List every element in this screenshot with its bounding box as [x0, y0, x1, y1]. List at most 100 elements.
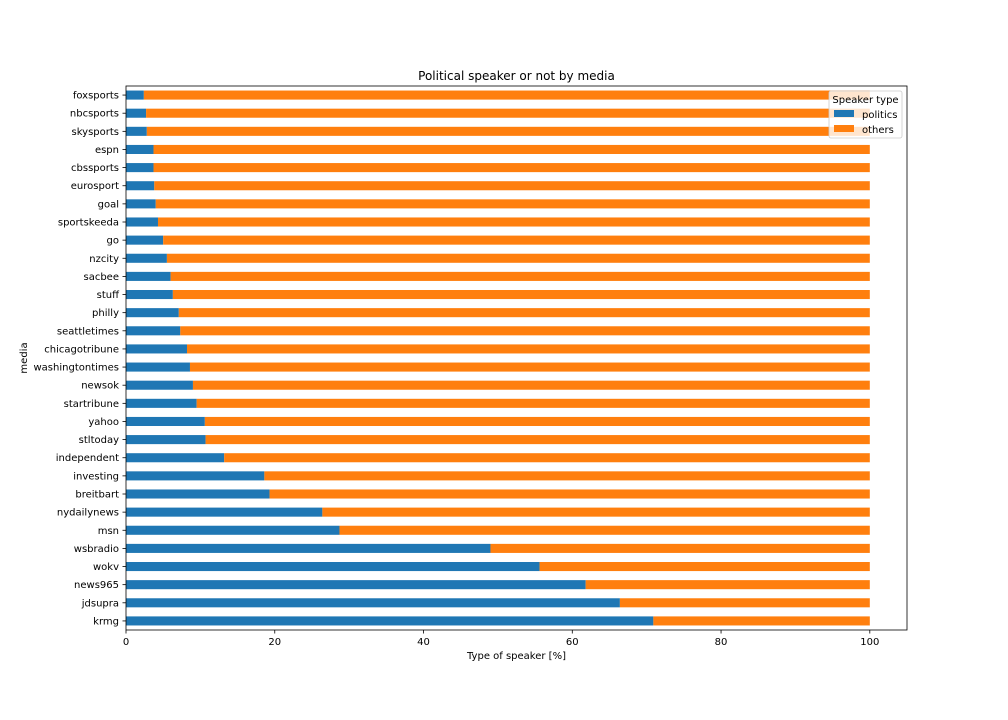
bar-others-nbcsports: [146, 108, 870, 118]
y-tick-label: goal: [98, 199, 119, 210]
x-tick-label: 100: [860, 637, 879, 648]
bar-politics-skysports: [126, 126, 147, 136]
bar-others-cbssports: [153, 163, 870, 173]
y-tick-label: breitbart: [75, 490, 119, 501]
bar-politics-stltoday: [126, 435, 206, 445]
y-tick-label: eurosport: [71, 181, 119, 192]
bar-politics-startribune: [126, 398, 197, 408]
bar-others-washingtontimes: [189, 362, 870, 372]
y-tick-label: yahoo: [88, 417, 119, 428]
bar-politics-philly: [126, 308, 179, 318]
legend-label-others: others: [862, 125, 894, 136]
bar-others-nzcity: [166, 253, 870, 263]
y-tick-label: independent: [56, 453, 119, 464]
bar-others-startribune: [196, 398, 870, 408]
y-tick-label: investing: [73, 471, 119, 482]
bar-politics-msn: [126, 525, 340, 535]
bar-politics-foxsports: [126, 90, 144, 100]
y-tick-label: foxsports: [73, 91, 119, 102]
plot-area-frame: [125, 85, 908, 631]
bar-others-yahoo: [204, 416, 870, 426]
bar-others-goal: [155, 199, 870, 209]
y-tick-label: stuff: [97, 290, 120, 301]
bar-others-wokv: [539, 562, 870, 572]
legend-title: Speaker type: [832, 95, 898, 106]
y-tick-label: washingtontimes: [34, 363, 120, 374]
bar-others-msn: [339, 525, 870, 535]
y-tick-label: wokv: [93, 562, 119, 573]
bar-others-jdsupra: [619, 598, 870, 608]
bar-politics-yahoo: [126, 416, 205, 426]
bar-others-nydailynews: [322, 507, 870, 517]
y-tick-label: sacbee: [84, 272, 120, 283]
bar-others-seattletimes: [180, 326, 870, 336]
y-axis-label: media: [19, 342, 30, 373]
bar-politics-investing: [126, 471, 265, 481]
y-tick-label: stltoday: [79, 435, 119, 446]
bar-politics-espn: [126, 144, 154, 154]
y-tick-label: cbssports: [71, 163, 119, 174]
bar-others-krmg: [653, 616, 870, 626]
legend-label-politics: politics: [862, 110, 897, 121]
y-tick-label: nydailynews: [57, 508, 119, 519]
y-tick-label: startribune: [64, 399, 119, 410]
bar-others-philly: [178, 308, 870, 318]
bar-politics-independent: [126, 453, 225, 463]
bar-others-foxsports: [143, 90, 870, 100]
bar-others-sacbee: [170, 271, 870, 281]
bar-others-newsok: [192, 380, 870, 390]
y-tick-label: newsok: [81, 381, 119, 392]
x-tick-label: 60: [566, 637, 579, 648]
bar-politics-jdsupra: [126, 598, 620, 608]
bar-politics-seattletimes: [126, 326, 181, 336]
bar-others-independent: [224, 453, 870, 463]
bar-politics-sportskeeda: [126, 217, 158, 227]
x-axis: 0 20 40 60 80 100: [123, 630, 879, 648]
legend-swatch-politics: [834, 110, 854, 117]
bar-others-investing: [264, 471, 870, 481]
bar-others-skysports: [146, 126, 870, 136]
y-tick-label: espn: [95, 145, 119, 156]
x-axis-label: Type of speaker [%]: [466, 651, 566, 662]
bar-politics-news965: [126, 580, 586, 590]
x-tick-label: 20: [268, 637, 281, 648]
bar-politics-washingtontimes: [126, 362, 190, 372]
y-tick-label: nzcity: [89, 254, 119, 265]
x-tick-label: 80: [715, 637, 728, 648]
bar-politics-goal: [126, 199, 156, 209]
bar-others-go: [163, 235, 870, 245]
y-tick-label: philly: [92, 308, 119, 319]
x-tick-label: 0: [123, 637, 129, 648]
bar-politics-stuff: [126, 290, 173, 300]
bar-politics-nbcsports: [126, 108, 147, 118]
legend-swatch-others: [834, 125, 854, 132]
bar-others-espn: [153, 144, 870, 154]
bar-politics-wsbradio: [126, 543, 491, 553]
y-tick-label: jdsupra: [81, 598, 119, 609]
bar-politics-nydailynews: [126, 507, 323, 517]
bar-others-stuff: [172, 290, 870, 300]
y-axis: foxsports nbcsports skysports espn cbssports…: [34, 91, 126, 627]
y-tick-label: msn: [98, 526, 119, 537]
y-tick-label: sportskeeda: [58, 218, 119, 229]
bars-layer: [126, 90, 870, 626]
bar-politics-newsok: [126, 380, 193, 390]
bar-politics-sacbee: [126, 271, 171, 281]
bar-politics-wokv: [126, 562, 540, 572]
bar-politics-eurosport: [126, 181, 155, 191]
bar-others-breitbart: [269, 489, 870, 499]
chart-title: Political speaker or not by media: [418, 69, 615, 83]
bar-politics-cbssports: [126, 163, 154, 173]
bar-politics-chicagotribune: [126, 344, 187, 354]
y-tick-label: chicagotribune: [44, 344, 119, 355]
y-tick-label: nbcsports: [70, 109, 119, 120]
bar-politics-go: [126, 235, 164, 245]
bar-others-eurosport: [154, 181, 870, 191]
x-tick-label: 40: [417, 637, 430, 648]
bar-politics-breitbart: [126, 489, 270, 499]
bar-others-news965: [585, 580, 870, 590]
y-tick-label: wsbradio: [74, 544, 119, 555]
bar-others-wsbradio: [490, 543, 870, 553]
bar-others-stltoday: [205, 435, 870, 445]
